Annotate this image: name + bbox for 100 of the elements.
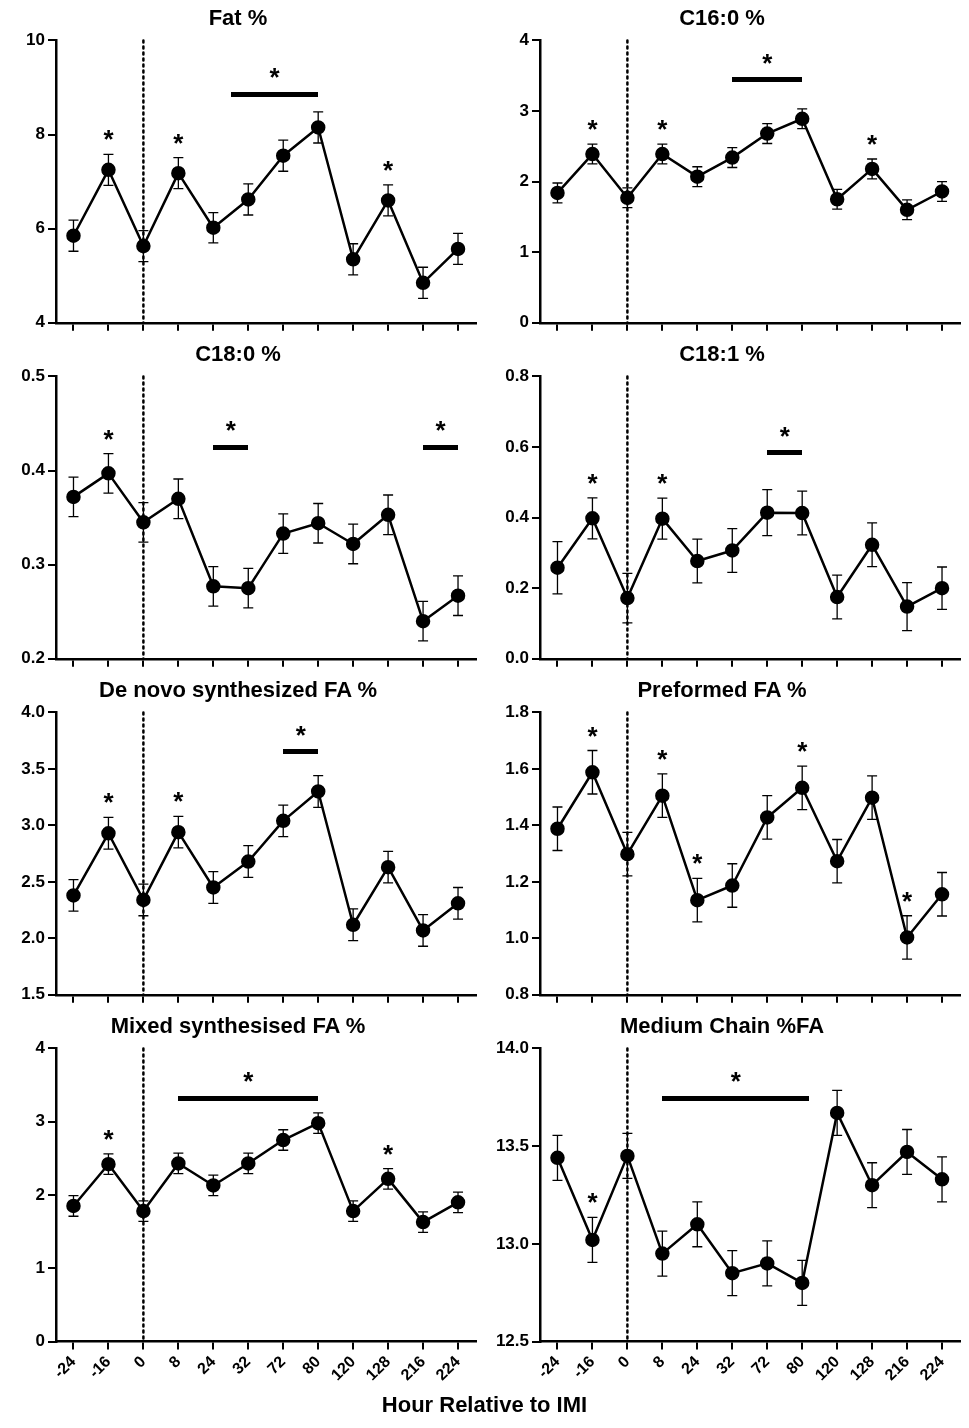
y-tick-label: 4 <box>35 312 46 332</box>
point <box>725 878 740 893</box>
x-tick-label: 224 <box>916 1352 948 1384</box>
point <box>690 169 705 184</box>
y-tick-label: 4 <box>519 30 530 50</box>
annotation: * <box>779 420 790 451</box>
annotation: * <box>762 47 773 78</box>
x-tick-label: 128 <box>846 1352 878 1384</box>
x-tick-label: 72 <box>747 1352 773 1378</box>
point <box>206 220 221 235</box>
y-tick-label: 12.5 <box>495 1331 529 1351</box>
y-tick-label: 1.4 <box>505 815 530 835</box>
annotation: * <box>295 719 306 750</box>
point <box>690 892 705 908</box>
y-tick-label: 6 <box>35 218 45 238</box>
point <box>275 526 291 541</box>
y-tick-label: 1.8 <box>505 702 529 722</box>
y-tick-label: 0.2 <box>505 577 529 597</box>
point <box>171 165 186 181</box>
point <box>725 1265 740 1281</box>
point <box>655 788 670 803</box>
x-tick-label: 216 <box>397 1352 429 1384</box>
point <box>101 162 116 178</box>
annotation: * <box>225 415 236 445</box>
y-tick-label: 1.2 <box>505 871 529 891</box>
chart-title: C16:0 % <box>679 5 765 31</box>
point <box>759 505 775 520</box>
y-tick-label: 3 <box>519 100 529 120</box>
x-tick-label: 72 <box>263 1352 289 1378</box>
point <box>241 854 256 869</box>
point <box>794 780 810 796</box>
x-tick-label: 80 <box>782 1352 808 1378</box>
annotation: * <box>103 124 114 155</box>
annotation: * <box>797 736 808 767</box>
annotation: * <box>730 1066 741 1097</box>
point <box>171 824 186 840</box>
y-tick-label: 0.8 <box>505 984 529 1004</box>
x-tick-label: 8 <box>649 1352 668 1371</box>
y-tick-label: 0 <box>519 312 529 332</box>
y-tick-label: 14.0 <box>495 1038 529 1058</box>
annotation: * <box>587 1187 598 1218</box>
chart-title: C18:1 % <box>679 341 765 367</box>
point <box>101 826 116 841</box>
chart-title: C18:0 % <box>195 341 281 367</box>
y-tick-label: 3.5 <box>21 758 45 778</box>
point <box>759 810 775 825</box>
point <box>655 1246 670 1261</box>
chart-title: De novo synthesized FA % <box>99 677 377 703</box>
x-tick-label: 120 <box>327 1352 359 1384</box>
point <box>725 150 740 165</box>
annotation: * <box>383 1138 394 1169</box>
point <box>310 784 326 799</box>
y-tick-label: 2 <box>35 1184 45 1204</box>
point <box>585 1232 600 1248</box>
annotation: * <box>435 415 446 445</box>
y-tick-label: 3 <box>35 1111 45 1131</box>
annotation: * <box>692 848 703 879</box>
y-tick-label: 4 <box>35 1038 46 1058</box>
annotation: * <box>383 154 394 185</box>
point <box>206 579 221 594</box>
y-tick-label: 0.3 <box>21 554 45 574</box>
point <box>690 1217 705 1232</box>
point <box>585 511 600 526</box>
chart-title: Medium Chain %FA <box>619 1013 825 1039</box>
y-tick-label: 10 <box>26 30 45 50</box>
x-tick-label: 32 <box>712 1352 738 1378</box>
annotation: * <box>657 743 668 774</box>
point <box>310 120 326 135</box>
y-tick-label: 2.0 <box>21 928 45 948</box>
annotation: * <box>103 1123 114 1154</box>
x-tick-label: 128 <box>362 1352 394 1384</box>
y-tick-label: 1.6 <box>505 758 529 778</box>
y-tick-label: 1 <box>35 1257 45 1277</box>
y-tick-label: 2.5 <box>21 871 45 891</box>
annotation: * <box>867 129 878 159</box>
x-tick-label: 8 <box>165 1352 184 1371</box>
x-tick-label: 80 <box>298 1352 324 1378</box>
point <box>241 192 256 207</box>
y-tick-label: 1 <box>519 241 529 261</box>
x-tick-label: 216 <box>881 1352 913 1384</box>
point <box>275 148 291 163</box>
y-tick-label: 0.2 <box>21 648 45 668</box>
point <box>310 516 326 531</box>
y-tick-label: 0.8 <box>505 366 529 386</box>
point <box>655 511 670 526</box>
annotation: * <box>902 885 913 916</box>
y-tick-label: 1.5 <box>21 984 45 1004</box>
y-tick-label: 0.4 <box>505 507 530 527</box>
annotation: * <box>103 787 114 818</box>
x-tick-label: 24 <box>193 1352 219 1378</box>
point <box>690 553 705 569</box>
point <box>241 1156 256 1171</box>
y-tick-label: 13.5 <box>495 1135 529 1155</box>
y-tick-label: 0.5 <box>21 366 45 386</box>
point <box>759 126 775 141</box>
point <box>66 228 81 243</box>
y-tick-label: 13.0 <box>495 1233 529 1253</box>
annotation: * <box>173 127 184 158</box>
point <box>206 1178 221 1193</box>
annotation: * <box>587 720 598 751</box>
